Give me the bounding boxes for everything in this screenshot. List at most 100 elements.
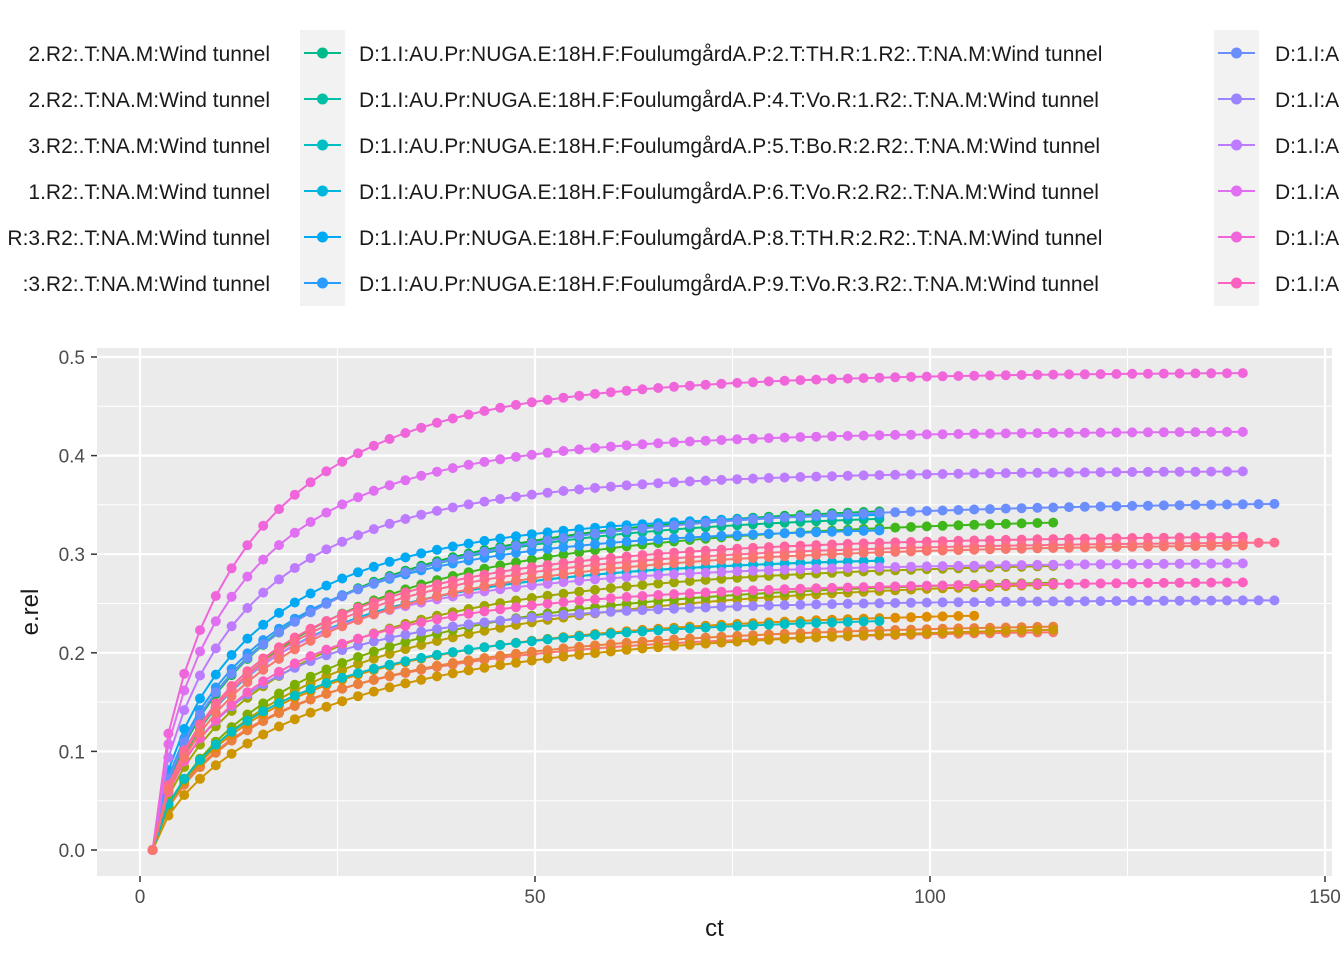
data-point <box>274 540 284 551</box>
data-point <box>653 590 664 600</box>
data-point <box>526 636 537 647</box>
data-point <box>574 390 585 401</box>
data-point <box>226 591 237 602</box>
data-point <box>906 597 916 608</box>
data-point <box>953 520 964 531</box>
data-point <box>1095 559 1106 570</box>
data-point <box>795 375 806 386</box>
data-point <box>890 581 901 592</box>
data-point <box>985 626 995 637</box>
data-point <box>242 633 253 644</box>
data-point <box>1127 541 1138 552</box>
data-point <box>258 639 269 650</box>
data-point <box>1174 595 1185 606</box>
data-point <box>605 563 616 574</box>
legend-column-3: D:1.I:A D:1.I:A D:1.I:A D:1.I:A D:1.I:A D:1.I… <box>1214 30 1339 306</box>
data-point <box>748 635 758 646</box>
data-point <box>558 609 569 620</box>
data-point <box>1111 467 1122 478</box>
data-point <box>416 617 427 628</box>
data-point <box>226 668 237 679</box>
data-point <box>195 625 205 636</box>
data-point <box>210 643 221 654</box>
data-point <box>590 388 600 399</box>
data-point <box>1064 542 1074 553</box>
data-point <box>700 379 711 390</box>
data-point <box>574 649 585 660</box>
data-point <box>795 633 806 644</box>
data-point <box>653 642 664 653</box>
data-point <box>827 582 837 593</box>
data-point <box>1095 369 1106 380</box>
data-point <box>542 578 553 589</box>
data-point <box>558 549 569 560</box>
legend-entry: D:1.I:A <box>1214 30 1339 76</box>
data-point <box>716 586 727 597</box>
data-point <box>763 528 774 539</box>
data-point <box>574 641 585 652</box>
data-point <box>779 432 790 443</box>
data-point <box>700 574 711 585</box>
data-point <box>763 619 774 630</box>
data-point <box>605 606 616 617</box>
data-point <box>463 538 474 549</box>
data-point <box>479 625 490 636</box>
data-point <box>384 604 395 615</box>
data-point <box>779 512 790 523</box>
y-tick-label: 0.4 <box>59 447 86 468</box>
series-line <box>151 565 1054 851</box>
data-point <box>590 640 600 651</box>
data-point <box>874 525 885 536</box>
data-point <box>495 454 506 465</box>
data-point <box>321 644 332 655</box>
data-point <box>242 571 253 582</box>
data-point <box>511 575 521 586</box>
data-point <box>590 539 600 550</box>
legend-key-point <box>1231 231 1242 243</box>
data-point <box>526 489 537 500</box>
data-point <box>353 652 363 662</box>
data-point <box>495 533 506 544</box>
data-point <box>1016 596 1027 607</box>
data-point <box>1237 558 1248 569</box>
data-point <box>1095 501 1106 512</box>
data-point <box>953 468 964 479</box>
data-point <box>969 580 980 590</box>
data-point <box>447 611 458 622</box>
data-point <box>242 687 253 698</box>
data-point <box>289 489 300 500</box>
data-point <box>921 580 932 591</box>
data-point <box>1190 541 1201 551</box>
data-point <box>558 525 569 536</box>
data-point <box>1016 543 1027 554</box>
data-point <box>890 629 901 640</box>
data-point <box>669 381 679 392</box>
data-point <box>1000 428 1011 439</box>
data-point <box>1222 368 1232 379</box>
data-point <box>763 376 774 387</box>
data-point <box>432 591 442 602</box>
data-point <box>226 650 237 660</box>
data-point <box>1079 578 1090 589</box>
data-point <box>495 660 506 671</box>
data-point <box>274 708 284 719</box>
data-point <box>637 523 648 534</box>
data-point <box>432 649 442 660</box>
data-point <box>511 557 521 568</box>
data-point <box>763 634 774 645</box>
data-point <box>1095 596 1106 607</box>
data-point <box>384 572 395 583</box>
data-point <box>732 566 743 577</box>
data-point <box>195 754 205 765</box>
data-point <box>1190 466 1201 477</box>
data-point <box>700 622 711 633</box>
data-point <box>1158 558 1169 569</box>
data-point <box>1237 368 1248 379</box>
data-point <box>890 598 901 608</box>
data-point <box>432 671 442 682</box>
data-point <box>226 691 237 702</box>
data-point <box>969 626 980 637</box>
data-point <box>258 729 269 740</box>
data-point <box>258 657 269 667</box>
data-point <box>621 480 632 491</box>
